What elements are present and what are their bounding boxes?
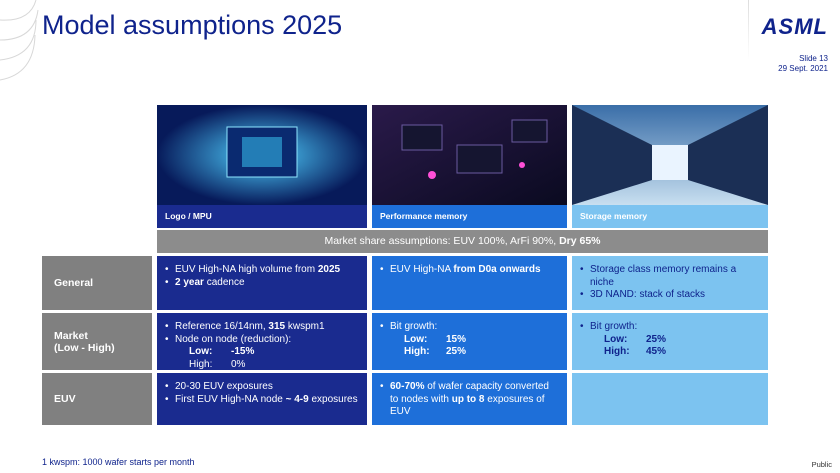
text-run: Market share assumptions: EUV 100%, ArFi… <box>324 235 560 247</box>
text-run: Reference 16/14nm, <box>175 321 269 332</box>
column-label: Storage memory <box>572 205 768 228</box>
image-chip <box>157 105 367 205</box>
row-header: General <box>42 256 152 310</box>
bullet: 2 year cadence <box>165 276 359 290</box>
column-label: Performance memory <box>372 205 567 228</box>
bullet: Bit growth: <box>380 321 559 334</box>
cell: EUV High-NA high volume from 20252 year … <box>157 256 367 310</box>
value-pair: Low: 25% <box>590 334 760 347</box>
text-run: cadence <box>203 276 245 288</box>
row-header-line: Market <box>54 329 88 342</box>
text-run: exposures of EUV <box>390 393 545 418</box>
text-run: from D0a onwards <box>453 264 541 275</box>
date: 29 Sept. 2021 <box>778 64 828 73</box>
bullet: Storage class memory remains a niche <box>580 264 760 289</box>
text-run: EUV High-NA <box>390 264 454 275</box>
image-memory <box>372 105 567 205</box>
classification: Public <box>811 460 832 469</box>
value-pair: High: 45% <box>590 346 760 359</box>
bullet: 3D NAND: stack of stacks <box>580 289 760 302</box>
bullet: Node on node (reduction): <box>165 333 359 347</box>
cell: Bit growth:Low: 15% High: 25% <box>372 313 567 370</box>
text-run: EUV High-NA high volume from <box>175 264 318 275</box>
text-run: Dry 65% <box>559 235 601 247</box>
cell: EUV High-NA from D0a onwards <box>372 256 567 310</box>
text-run: 3D NAND: stack of stacks <box>590 289 706 300</box>
cell: Reference 16/14nm, 315 kwspm1Node on nod… <box>157 313 367 370</box>
value-pair: Low: -15% <box>175 346 359 359</box>
cell: 20-30 EUV exposuresFirst EUV High-NA nod… <box>157 373 367 425</box>
slide-number: Slide 13 <box>799 54 828 63</box>
pair-part: 25% <box>446 346 467 357</box>
bullet: EUV High-NA from D0a onwards <box>380 264 559 277</box>
bullet: Bit growth: <box>580 321 760 334</box>
cell: Storage class memory remains a niche3D N… <box>572 256 768 310</box>
text-run: Bit growth: <box>590 321 638 332</box>
market-share-bar: Market share assumptions: EUV 100%, ArFi… <box>157 230 768 253</box>
pair-part: 45% <box>646 346 667 357</box>
pair-part: 25% <box>646 333 667 345</box>
text-run: Storage class memory remains a niche <box>590 264 737 288</box>
cell: Bit growth:Low: 25% High: 45% <box>572 313 768 370</box>
pair-part: High: <box>189 358 213 370</box>
bullet: EUV High-NA high volume from 2025 <box>165 264 359 277</box>
text-run: kwspm1 <box>285 321 325 332</box>
column-label: Logo / MPU <box>157 205 367 228</box>
text-run: Bit growth: <box>390 321 438 332</box>
pair-part: Low: <box>189 346 213 357</box>
pair-part: Low: <box>604 333 628 345</box>
decoration <box>0 0 39 81</box>
row-header-line: General <box>54 277 94 289</box>
text-run: 20-30 EUV exposures <box>175 381 273 392</box>
value-pair: Low: 15% <box>390 334 559 347</box>
row-header-line: (Low - High) <box>54 341 115 354</box>
logo: ASML <box>761 14 828 39</box>
cell: 60-70% of wafer capacity converted to no… <box>372 373 567 425</box>
bullet: 60-70% of wafer capacity converted to no… <box>380 381 559 419</box>
text-run: Node on node (reduction): <box>175 333 292 345</box>
image-server-room <box>572 105 768 205</box>
text-run: 2 year <box>175 276 204 288</box>
text-run: First EUV High-NA node <box>175 393 286 405</box>
row-header: Market (Low - High) <box>42 313 152 370</box>
row-header: EUV <box>42 373 152 425</box>
bullet: Reference 16/14nm, 315 kwspm1 <box>165 321 359 334</box>
text-run: 2025 <box>317 264 341 275</box>
value-pair: High: 25% <box>390 346 559 359</box>
decoration <box>748 0 749 60</box>
text-run: up to 8 <box>451 393 485 405</box>
pair-part: 15% <box>446 333 467 345</box>
pair-part: -15% <box>231 346 255 357</box>
text-run: ~ 4-9 <box>285 393 309 405</box>
text-run: of wafer capacity converted to nodes wit… <box>390 381 549 405</box>
text-run: exposures <box>308 393 358 405</box>
title: Model assumptions 2025 <box>42 10 343 40</box>
row-header-line: EUV <box>54 393 76 405</box>
text-run: 60-70% <box>390 381 425 392</box>
bullet: 20-30 EUV exposures <box>165 381 359 394</box>
footnote: 1 kwspm: 1000 wafer starts per month <box>42 457 195 467</box>
pair-part: High: <box>404 346 430 357</box>
cell <box>572 373 768 425</box>
pair-part: Low: <box>404 333 428 345</box>
value-pair: High: 0% <box>175 359 359 372</box>
text-run: 315 <box>268 321 286 332</box>
pair-part: High: <box>604 346 630 357</box>
pair-part: 0% <box>231 358 246 370</box>
bullet: First EUV High-NA node ~ 4-9 exposures <box>165 393 359 407</box>
